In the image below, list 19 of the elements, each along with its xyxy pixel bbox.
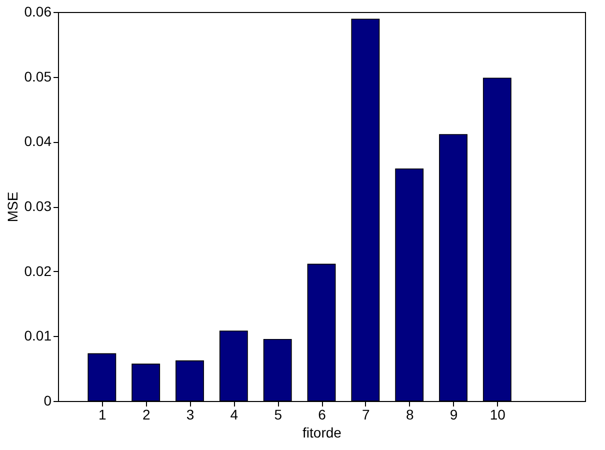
x-tick-label: 10: [490, 406, 506, 422]
y-tick-label: 0.01: [24, 328, 52, 344]
x-tick-label: 6: [318, 406, 326, 422]
x-tick-label: 8: [406, 406, 414, 422]
x-tick-label: 1: [98, 406, 107, 422]
y-tick-label: 0.06: [24, 4, 52, 20]
y-tick-label: 0.02: [24, 262, 52, 279]
y-tick-label: 0.04: [24, 133, 52, 150]
x-tick-label: 2: [142, 406, 150, 422]
x-tick-label: 9: [450, 406, 458, 422]
y-axis-title: MSE: [4, 192, 20, 222]
x-axis-title: fitorde: [302, 424, 342, 440]
x-tick-label: 7: [362, 406, 370, 422]
y-tick-label: 0.03: [24, 198, 52, 214]
y-tick-label: 0.05: [24, 68, 52, 84]
x-tick-label: 4: [230, 406, 238, 422]
y-tick-label: 0: [44, 392, 52, 408]
x-tick-label: 3: [186, 406, 194, 422]
x-tick-label: 5: [274, 406, 282, 422]
